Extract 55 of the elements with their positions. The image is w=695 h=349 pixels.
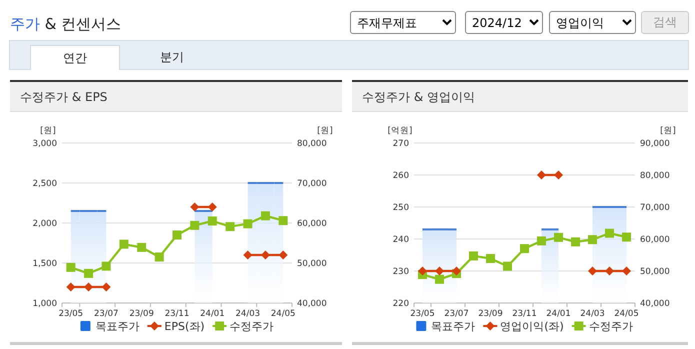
x-tick-label: 24/03 [236, 309, 260, 319]
y-tick-label: 1,000 [32, 299, 57, 309]
x-tick-label: 24/05 [614, 309, 639, 319]
y2-tick-label: 40,000 [297, 299, 327, 309]
y2-tick-label: 70,000 [297, 179, 327, 189]
y-axis-title: [억원] [388, 126, 412, 136]
legend-label: 영업이익(좌) [500, 320, 564, 333]
y2-tick-label: 60,000 [640, 235, 670, 245]
y-axis-title: [원] [40, 126, 56, 136]
text: 2024/12 [465, 11, 543, 34]
y-tick-label: 270 [392, 139, 409, 149]
y2-tick-label: 50,000 [297, 259, 327, 269]
y-tick-label: 250 [392, 203, 409, 213]
y-tick-label: 240 [392, 235, 409, 245]
legend-label: 수정주가 [588, 320, 633, 333]
x-tick-label: 23/09 [478, 309, 503, 319]
x-tick-label: 23/05 [410, 309, 435, 319]
chart-title: 수정주가 & EPS [20, 89, 108, 106]
text: 분기 [159, 49, 185, 66]
legend-label: 목표주가 [431, 320, 476, 333]
x-tick-label: 24/01 [200, 309, 225, 319]
text: 주가 & 컨센서스 [10, 15, 122, 33]
y-tick-label: 220 [392, 299, 409, 309]
x-tick-label: 23/05 [58, 309, 84, 319]
x-tick-label: 24/03 [580, 309, 605, 319]
chart-title: 수정주가 & 영업이익 [362, 89, 475, 106]
y-tick-label: 2,000 [32, 219, 57, 229]
y2-tick-label: 80,000 [640, 171, 670, 181]
legend-label: 목표주가 [95, 320, 140, 333]
y-tick-label: 1,500 [32, 259, 57, 269]
text: 영업이익 [549, 11, 636, 34]
y2-tick-label: 70,000 [640, 203, 670, 213]
x-tick-label: 23/11 [164, 309, 190, 319]
x-tick-label: 23/11 [512, 309, 537, 319]
y-tick-label: 3,000 [32, 139, 57, 149]
text: 검색 [641, 11, 689, 34]
y-tick-label: 260 [392, 171, 409, 181]
y-tick-label: 230 [392, 267, 409, 277]
y2-axis-title: [원] [317, 126, 333, 136]
y2-tick-label: 80,000 [297, 139, 327, 149]
y2-tick-label: 60,000 [297, 219, 327, 229]
x-tick-label: 24/01 [546, 309, 571, 319]
text: 연간 [30, 45, 120, 70]
x-tick-label: 23/07 [444, 309, 469, 319]
y-tick-label: 2,500 [32, 179, 57, 189]
legend-label: EPS(좌) [164, 320, 205, 333]
legend-label: 수정주가 [230, 320, 274, 333]
y2-tick-label: 90,000 [640, 139, 670, 149]
x-tick-label: 24/05 [270, 309, 296, 319]
y2-tick-label: 40,000 [640, 299, 670, 309]
x-tick-label: 23/07 [94, 309, 118, 319]
y2-tick-label: 50,000 [640, 267, 670, 277]
text: 주재무제표 [350, 11, 456, 34]
x-tick-label: 23/09 [129, 309, 154, 319]
y2-axis-title: [원] [660, 126, 676, 136]
